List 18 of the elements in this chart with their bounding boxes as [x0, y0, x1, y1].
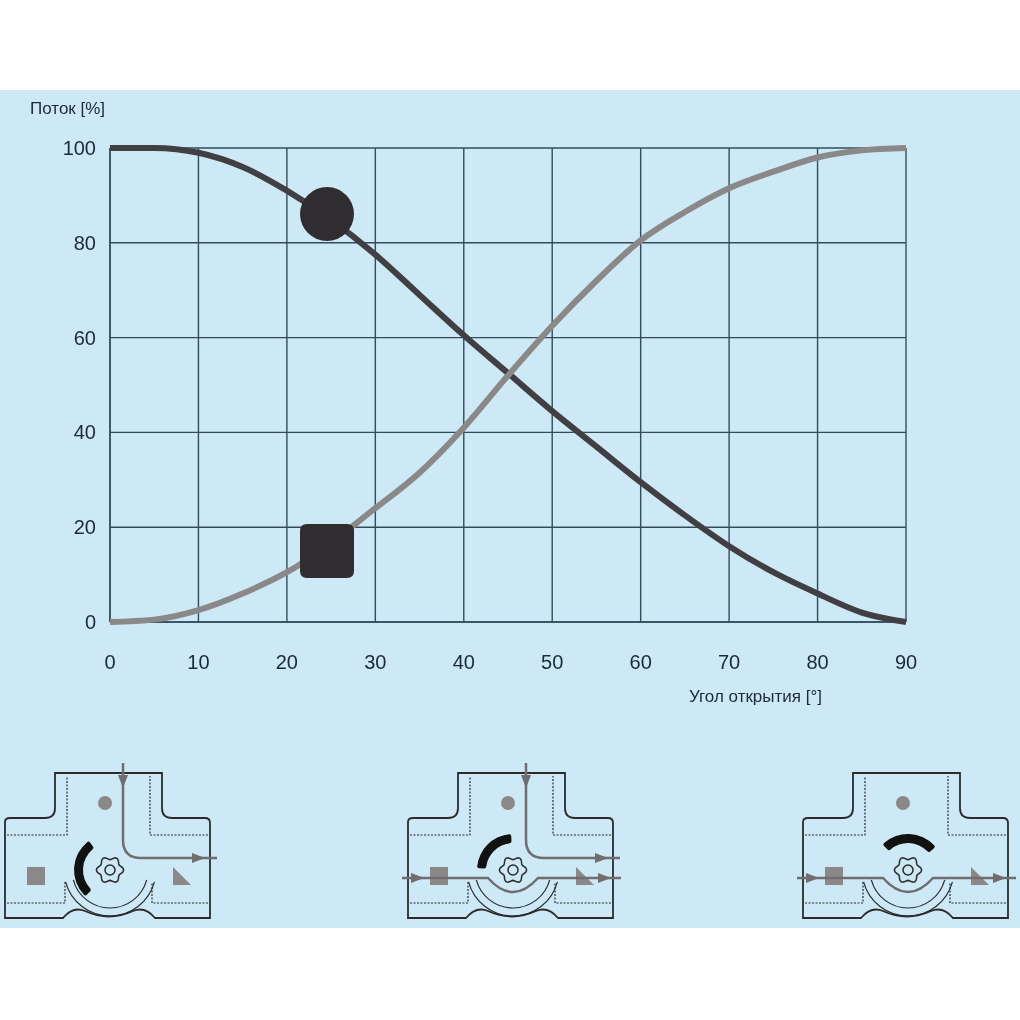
x-tick-label: 50	[541, 651, 564, 673]
y-tick-label: 60	[73, 326, 96, 349]
x-tick-label: 10	[187, 651, 210, 673]
y-tick-label: 40	[73, 421, 96, 444]
x-tick-label: 80	[806, 651, 829, 673]
y-axis-title: Поток [%]	[30, 99, 106, 118]
x-tick-label: 40	[452, 651, 475, 673]
y-tick-label: 100	[62, 137, 96, 159]
y-tick-label: 20	[73, 516, 96, 539]
x-tick-label: 30	[364, 651, 387, 673]
x-tick-label: 90	[894, 651, 918, 673]
x-tick-label: 70	[717, 651, 741, 673]
x-tick-label: 20	[275, 651, 299, 673]
x-axis-title: Угол открытия [°]	[688, 687, 822, 706]
y-tick-label: 80	[73, 231, 96, 254]
x-tick-label: 60	[629, 651, 652, 673]
x-tick-label: 0	[104, 651, 116, 673]
y-tick-label: 0	[84, 611, 96, 633]
